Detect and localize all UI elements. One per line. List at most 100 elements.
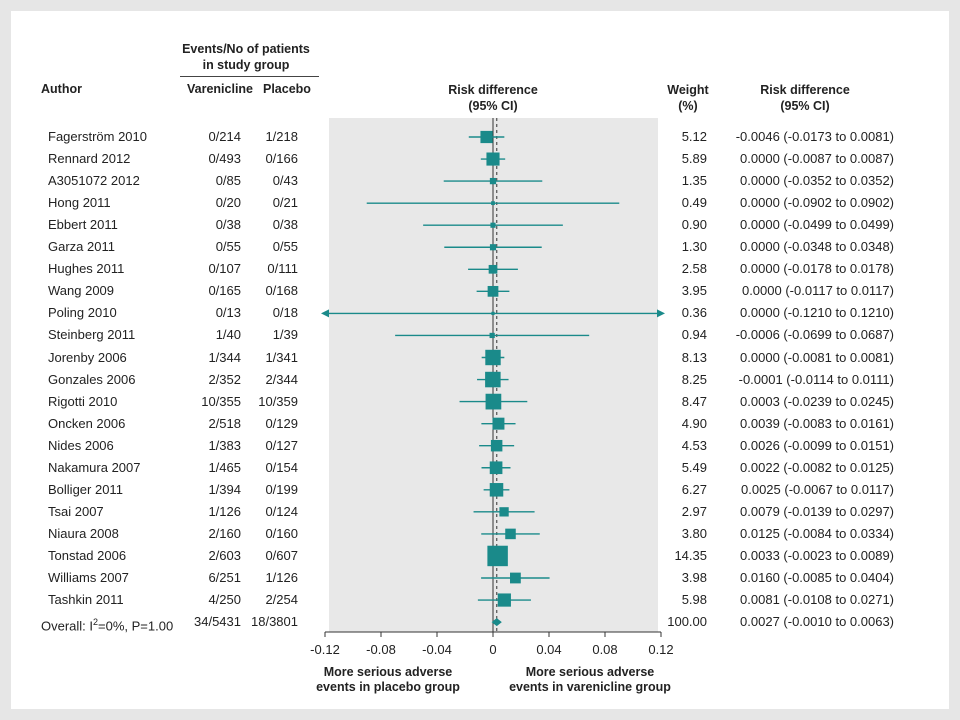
study-ci: 0.0022 (-0.0082 to 0.0125): [740, 459, 894, 475]
study-ci: -0.0046 (-0.0173 to 0.0081): [735, 129, 894, 144]
study-marker: [499, 507, 509, 517]
study-varenicline: 0/214: [208, 129, 241, 144]
study-varenicline: 0/38: [215, 217, 241, 233]
author-header: Author: [41, 82, 82, 96]
study-weight: 1.30: [681, 239, 707, 255]
study-marker: [487, 545, 508, 567]
study-weight: 8.47: [681, 393, 707, 409]
footer-right: More serious adverse events in varenicli…: [500, 665, 680, 695]
study-marker: [492, 417, 505, 430]
study-placebo: 1/126: [265, 570, 298, 585]
study-varenicline: 2/518: [208, 415, 241, 431]
study-marker: [485, 371, 501, 388]
study-marker: [485, 393, 502, 410]
study-placebo: 2/344: [265, 371, 298, 387]
study-marker: [491, 201, 495, 206]
study-placebo: 0/168: [265, 283, 298, 299]
study-author: Poling 2010: [48, 305, 117, 321]
study-varenicline: 6/251: [208, 570, 241, 585]
study-placebo: 0/607: [265, 547, 298, 563]
study-placebo: 0/166: [265, 151, 298, 167]
rd-plot-header-line2: (95% CI): [468, 99, 518, 113]
footer-left-line2: events in placebo group: [316, 680, 460, 694]
study-marker: [510, 572, 521, 584]
study-author: Fagerström 2010: [48, 129, 147, 144]
study-ci: 0.0033 (-0.0023 to 0.0089): [740, 547, 894, 563]
study-ci: 0.0125 (-0.0084 to 0.0334): [740, 525, 894, 541]
study-placebo: 0/154: [265, 459, 298, 475]
study-varenicline: 1/40: [215, 327, 241, 343]
study-placebo: 2/254: [265, 592, 298, 608]
study-marker: [489, 461, 503, 475]
study-weight: 3.98: [681, 570, 707, 585]
study-author: Tashkin 2011: [48, 592, 124, 608]
study-ci: -0.0006 (-0.0699 to 0.0687): [735, 327, 894, 343]
study-author: A3051072 2012: [48, 173, 140, 189]
study-author: Oncken 2006: [48, 415, 126, 431]
study-marker: [497, 593, 511, 607]
study-author: Gonzales 2006: [48, 371, 136, 387]
study-ci: 0.0081 (-0.0108 to 0.0271): [740, 592, 894, 608]
study-placebo: 0/127: [265, 437, 298, 453]
study-ci: 0.0025 (-0.0067 to 0.0117): [741, 481, 894, 497]
study-varenicline: 0/493: [208, 151, 241, 167]
rd-col-header-line2: (95% CI): [780, 99, 830, 113]
events-header-line1: Events/No of patients: [182, 42, 310, 56]
study-ci: 0.0160 (-0.0085 to 0.0404): [740, 570, 894, 585]
study-author: Nides 2006: [48, 437, 114, 453]
study-marker: [488, 264, 498, 274]
study-varenicline: 2/160: [208, 525, 241, 541]
study-placebo: 1/218: [265, 129, 298, 144]
rd-col-header-line1: Risk difference: [760, 83, 850, 97]
footer-right-line1: More serious adverse: [525, 665, 655, 679]
study-placebo: 0/43: [272, 173, 298, 189]
study-weight: 2.97: [681, 503, 707, 519]
study-ci: 0.0026 (-0.0099 to 0.0151): [740, 437, 894, 453]
overall-label-post: =0%, P=1.00: [98, 618, 174, 634]
x-tick-label: 0.12: [648, 642, 673, 657]
study-varenicline: 0/20: [215, 195, 241, 211]
ci-arrow-left: [321, 309, 329, 318]
study-placebo: 0/55: [272, 239, 298, 255]
study-author: Bolliger 2011: [48, 481, 123, 497]
study-marker: [490, 439, 503, 452]
x-tick-label: 0.08: [592, 642, 617, 657]
study-weight: 5.12: [681, 129, 707, 144]
study-ci: 0.0000 (-0.0117 to 0.0117): [741, 283, 894, 299]
overall-placebo: 18/3801: [251, 614, 298, 630]
study-varenicline: 10/355: [201, 393, 241, 409]
study-varenicline: 0/85: [215, 173, 241, 189]
study-author: Tsai 2007: [48, 503, 104, 519]
study-placebo: 0/124: [265, 503, 298, 519]
footer-left-line1: More serious adverse: [323, 665, 453, 679]
study-varenicline: 0/55: [215, 239, 241, 255]
study-author: Williams 2007: [48, 570, 129, 585]
study-weight: 3.95: [681, 283, 707, 299]
study-ci: 0.0000 (-0.0352 to 0.0352): [740, 173, 894, 189]
study-placebo: 1/39: [272, 327, 298, 343]
study-weight: 2.58: [681, 261, 707, 277]
weight-header: Weight (%): [655, 82, 721, 114]
study-weight: 14.35: [674, 547, 707, 563]
study-placebo: 0/160: [265, 525, 298, 541]
overall-label: Overall: I2=0%, P=1.00: [41, 614, 173, 634]
study-marker: [480, 130, 493, 144]
overall-label-pre: Overall: I: [41, 618, 94, 634]
study-placebo: 10/359: [258, 393, 298, 409]
study-weight: 0.90: [681, 217, 707, 233]
study-author: Jorenby 2006: [48, 349, 127, 365]
study-author: Steinberg 2011: [48, 327, 136, 343]
study-placebo: 0/199: [265, 481, 298, 497]
study-marker: [491, 311, 495, 316]
study-varenicline: 1/394: [208, 481, 241, 497]
footer-left: More serious adverse events in placebo g…: [300, 665, 476, 695]
ci-arrow-right: [657, 309, 665, 318]
study-ci: 0.0000 (-0.0902 to 0.0902): [740, 195, 894, 211]
study-placebo: 0/38: [272, 217, 298, 233]
x-tick-label: 0.04: [536, 642, 561, 657]
study-weight: 0.94: [681, 327, 707, 343]
overall-varenicline: 34/5431: [194, 614, 241, 630]
study-weight: 5.89: [681, 151, 707, 167]
study-marker: [489, 177, 497, 185]
study-author: Garza 2011: [48, 239, 115, 255]
